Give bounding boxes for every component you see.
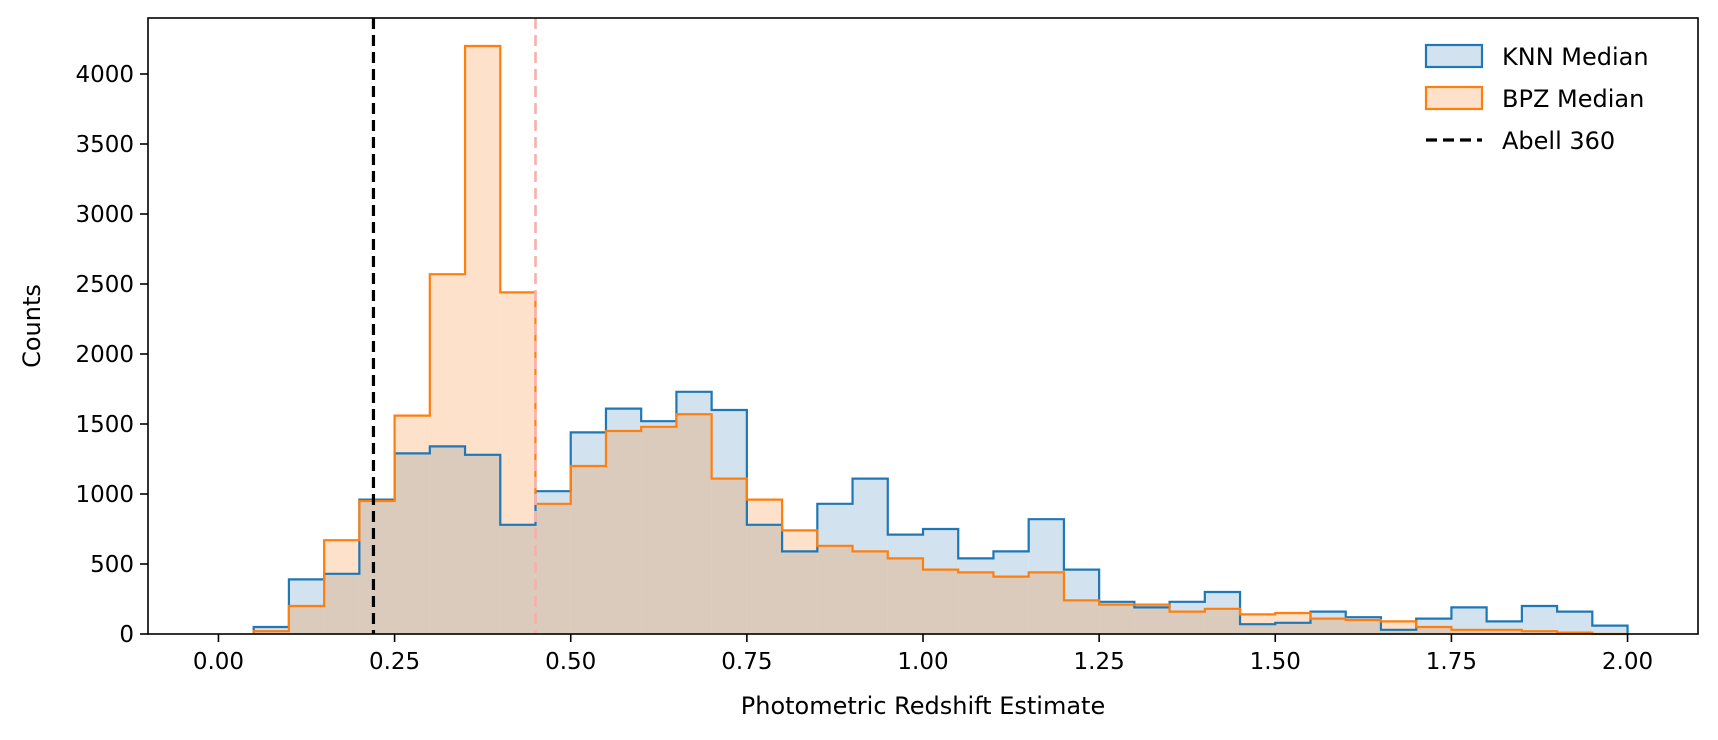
legend-label-0: KNN Median	[1502, 43, 1649, 71]
overlap-bar	[465, 454, 501, 634]
overlap-bar	[923, 569, 959, 634]
bar	[1592, 625, 1628, 634]
x-axis-label: Photometric Redshift Estimate	[741, 692, 1105, 720]
x-tick-label: 0.00	[193, 649, 244, 675]
y-tick-label: 3000	[75, 202, 134, 228]
overlap-bar	[1345, 620, 1381, 634]
overlap-bar	[1099, 604, 1135, 634]
x-tick-label: 0.75	[721, 649, 772, 675]
overlap-bar	[1380, 629, 1417, 634]
overlap-bar	[1310, 618, 1346, 634]
plot-frame	[147, 17, 1699, 635]
bar	[1557, 611, 1593, 634]
y-axis: 0 500 1000 1500 2000 2500 3000 3500 4000	[75, 62, 148, 648]
overlap-bar	[1063, 600, 1100, 634]
y-tick-label: 500	[90, 552, 134, 578]
overlap-bar	[746, 524, 783, 634]
series-0-outline	[252, 390, 1629, 634]
overlap-bar	[852, 551, 888, 634]
legend-swatch-1	[1424, 85, 1484, 111]
y-tick-label: 0	[119, 622, 134, 648]
x-tick-label: 1.50	[1250, 649, 1301, 675]
overlap-bar	[1134, 607, 1170, 634]
legend-label-1: BPZ Median	[1502, 85, 1644, 113]
bar	[1521, 606, 1558, 634]
overlap-bar	[1275, 622, 1311, 634]
x-axis: 0.00 0.25 0.50 0.75 1.00 1.25 1.50 1.75 2.00	[193, 634, 1653, 675]
overlap-bar	[641, 426, 677, 634]
series-1-outline	[252, 44, 1628, 636]
x-tick-label: 1.75	[1426, 649, 1477, 675]
overlap-bar	[535, 503, 571, 634]
plot-area	[252, 18, 1629, 636]
y-tick-label: 1000	[75, 482, 134, 508]
overlap-bar	[1204, 608, 1241, 634]
y-tick-label: 2000	[75, 342, 134, 368]
overlap-bar	[1451, 629, 1487, 634]
overlap-bar	[394, 453, 430, 634]
overlap-bar	[1028, 572, 1064, 634]
y-tick-label: 1500	[75, 412, 134, 438]
overlap-bar	[817, 545, 853, 634]
overlap-bar	[253, 631, 289, 634]
overlap-bar	[1169, 611, 1205, 634]
overlap-bar	[782, 551, 818, 634]
overlap-bar	[711, 478, 747, 634]
overlap-bar	[429, 446, 466, 634]
overlap-bar	[993, 576, 1029, 634]
legend: KNN Median BPZ Median Abell 360	[1424, 43, 1649, 155]
x-tick-label: 1.25	[1074, 649, 1125, 675]
overlap-bar	[1486, 629, 1522, 634]
x-tick-label: 0.50	[545, 649, 596, 675]
overlap-bar	[1416, 627, 1452, 634]
overlap-bar	[887, 558, 923, 634]
y-tick-label: 3500	[75, 132, 134, 158]
overlap-bars	[253, 414, 1593, 634]
overlap-bar	[1240, 624, 1276, 634]
overlap-bar	[605, 431, 642, 634]
overlap-bar	[324, 573, 360, 634]
overlap-bar	[1521, 631, 1558, 634]
overlap-bar	[288, 606, 325, 634]
x-tick-label: 0.25	[369, 649, 420, 675]
overlap-bar	[359, 501, 395, 634]
y-axis-label: Counts	[18, 284, 46, 368]
overlap-bar	[676, 414, 712, 634]
legend-label-abell-360: Abell 360	[1502, 127, 1615, 155]
overlap-bar	[500, 524, 536, 634]
x-tick-label: 2.00	[1602, 649, 1653, 675]
y-tick-label: 4000	[75, 62, 134, 88]
overlap-bar	[958, 572, 994, 634]
legend-swatch-0	[1424, 43, 1484, 69]
y-tick-label: 2500	[75, 272, 134, 298]
x-tick-label: 1.00	[897, 649, 948, 675]
overlap-bar	[570, 466, 606, 634]
